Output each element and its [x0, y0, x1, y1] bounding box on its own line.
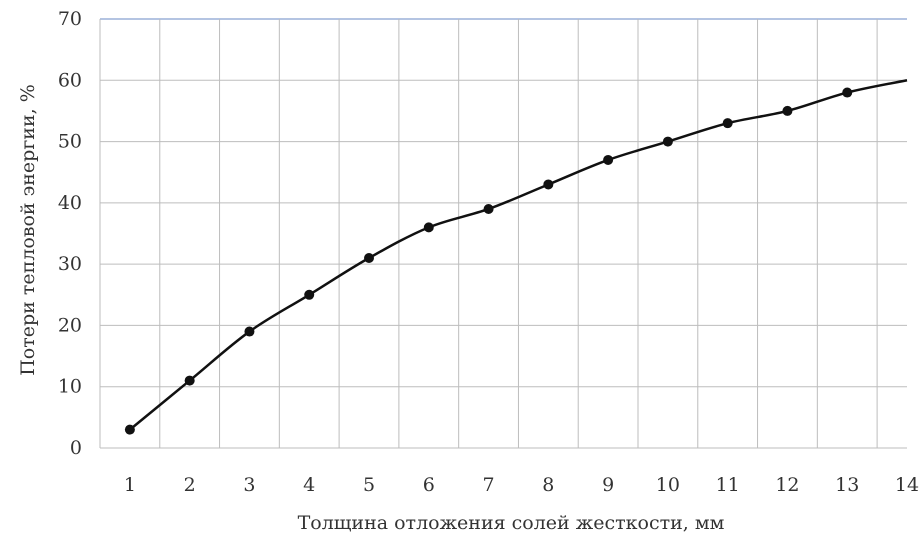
data-point	[782, 105, 793, 116]
data-point	[124, 424, 135, 435]
data-point	[423, 222, 434, 233]
x-tick-labels: 1 2 3 4 5 6 7 8 9 10 11 12 13 14	[124, 474, 919, 496]
data-point	[662, 136, 673, 147]
y-tick-label: 60	[58, 69, 82, 91]
y-axis-title: Потери тепловой энергии, %	[17, 84, 39, 376]
x-tick-label: 2	[184, 474, 196, 496]
x-tick-label: 10	[656, 474, 680, 496]
data-point	[184, 375, 195, 386]
y-tick-label: 30	[58, 253, 82, 275]
x-tick-label: 6	[423, 474, 435, 496]
y-tick-label: 70	[58, 8, 82, 30]
data-point	[483, 203, 494, 214]
y-tick-label: 40	[58, 192, 82, 214]
data-point	[304, 289, 315, 300]
x-tick-label: 12	[775, 474, 799, 496]
x-tick-label: 8	[542, 474, 554, 496]
x-tick-label: 13	[835, 474, 859, 496]
y-tick-label: 20	[58, 314, 82, 336]
grid	[99, 18, 907, 449]
y-tick-label: 50	[58, 131, 82, 153]
data-point	[543, 179, 554, 190]
x-tick-label: 7	[483, 474, 495, 496]
data-point	[842, 87, 853, 98]
data-point	[603, 154, 614, 165]
y-tick-label: 10	[58, 376, 82, 398]
y-tick-labels: 0 10 20 30 40 50 60 70	[58, 8, 82, 459]
data-point	[722, 118, 733, 129]
x-tick-label: 11	[716, 474, 740, 496]
x-tick-label: 14	[895, 474, 919, 496]
y-tick-label: 0	[70, 437, 82, 459]
x-tick-label: 5	[363, 474, 375, 496]
x-axis-title: Толщина отложения солей жесткости, мм	[298, 512, 725, 534]
x-tick-label: 3	[243, 474, 255, 496]
data-points	[124, 87, 853, 435]
data-point	[364, 253, 374, 264]
x-tick-label: 1	[124, 474, 136, 496]
x-tick-label: 9	[602, 474, 614, 496]
x-tick-label: 4	[303, 474, 315, 496]
data-point	[244, 326, 255, 337]
